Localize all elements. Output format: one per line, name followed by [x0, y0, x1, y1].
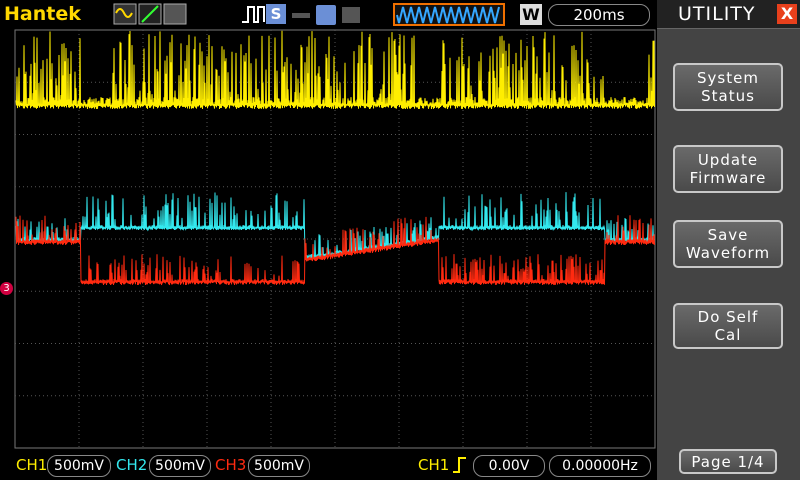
menu-header [657, 0, 800, 29]
ch3-label: CH3 [215, 456, 247, 474]
ch1-scale: 500mV [47, 455, 111, 477]
ch3-trace [15, 215, 655, 286]
menu-button[interactable]: Update Firmware [673, 145, 783, 193]
close-button[interactable]: X [777, 4, 797, 24]
page-button[interactable]: Page 1/4 [679, 449, 777, 474]
ch2-scale: 500mV [149, 455, 211, 477]
save-mode: S [266, 4, 286, 24]
timebase: 200ms [548, 4, 650, 26]
ch1-trace [15, 30, 655, 110]
menu-title: UTILITY [678, 3, 756, 25]
menu-button[interactable]: Do Self Cal [673, 303, 783, 349]
waveform-area [14, 29, 656, 449]
brand: Hantek [4, 3, 81, 25]
trigger-level: 0.00V [473, 455, 545, 477]
trigger-mode-icon [242, 6, 265, 23]
ch3-marker: 3 [0, 282, 13, 295]
menu-button[interactable]: System Status [673, 63, 783, 111]
trigger-edge-icon [453, 457, 466, 473]
trigger-source: CH1 [418, 456, 450, 474]
ch2-label: CH2 [116, 456, 148, 474]
window-mode: W [520, 4, 542, 25]
ch3-scale: 500mV [248, 455, 310, 477]
ch1-label: CH1 [16, 456, 48, 474]
menu-button[interactable]: Save Waveform [673, 220, 783, 268]
memory-bar [393, 3, 505, 26]
mode-icons [113, 3, 187, 25]
trigger-frequency: 0.00000Hz [549, 455, 651, 477]
status-icons [292, 5, 360, 25]
